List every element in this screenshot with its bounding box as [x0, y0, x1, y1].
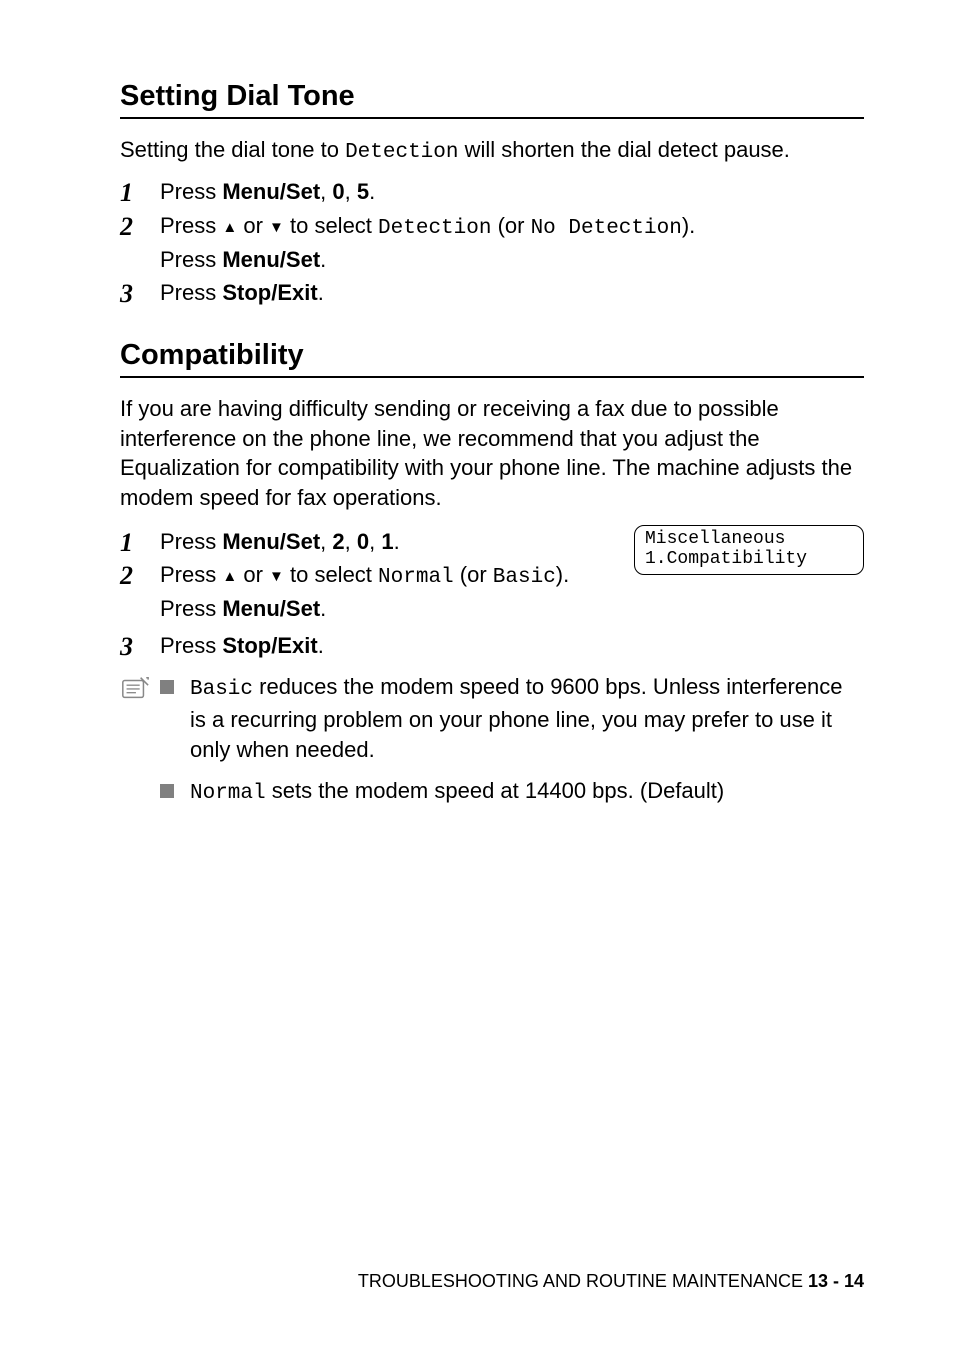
steps-compat-3: 3Press Stop/Exit. [120, 631, 864, 662]
lcd-line1: Miscellaneous [645, 529, 853, 550]
text-run: Press [160, 179, 222, 204]
lcd-display: Miscellaneous 1.Compatibility [634, 525, 864, 575]
intro-dial-tone: Setting the dial tone to Detection will … [120, 135, 864, 167]
intro-s1-mono: Detection [345, 141, 458, 164]
text-run: . [320, 596, 326, 621]
text-run: Menu/Set [222, 247, 320, 272]
heading-compatibility: Compatibility [120, 339, 864, 378]
note-list: Basic reduces the modem speed to 9600 bp… [160, 672, 864, 818]
text-run: to select [284, 562, 378, 587]
text-run: Detection [378, 217, 491, 240]
text-run: ▼ [269, 568, 284, 585]
step-body: Press Menu/Set, 2, 0, 1. [160, 527, 598, 558]
text-run: . [318, 633, 324, 658]
text-run: No Detection [531, 217, 682, 240]
compat-left: 1Press Menu/Set, 2, 0, 1.2Press ▲ or ▼ t… [120, 523, 598, 627]
note-text: Basic reduces the modem speed to 9600 bp… [190, 672, 864, 766]
text-run: , [369, 529, 381, 554]
text-run: . [369, 179, 375, 204]
square-bullet-icon [160, 784, 174, 798]
text-run: sets the modem speed at 14400 bps. (Defa… [266, 778, 725, 803]
text-run: Basic [190, 678, 253, 701]
text-run: Press [160, 213, 222, 238]
step-number: 1 [120, 527, 160, 558]
step-body: Press Stop/Exit. [160, 631, 864, 662]
text-run: Press [160, 247, 222, 272]
step: 3Press Stop/Exit. [120, 631, 864, 662]
text-run: Normal [378, 566, 454, 589]
step-subline: Press Menu/Set. [160, 245, 864, 276]
note-item: Basic reduces the modem speed to 9600 bp… [160, 672, 864, 766]
steps-dial-tone: 1Press Menu/Set, 0, 5.2Press ▲ or ▼ to s… [120, 177, 864, 309]
text-run: (or [491, 213, 530, 238]
text-run: . [320, 247, 326, 272]
step-number: 2 [120, 560, 160, 591]
text-run: (or [454, 562, 493, 587]
intro-s1-pre: Setting the dial tone to [120, 137, 345, 162]
text-run: , [320, 529, 332, 554]
notes-block: Basic reduces the modem speed to 9600 bp… [120, 672, 864, 818]
text-run: Stop/Exit [222, 280, 317, 305]
text-run: Menu/Set [222, 179, 320, 204]
step: 2Press ▲ or ▼ to select Normal (or Basic… [120, 560, 598, 625]
footer-label: TROUBLESHOOTING AND ROUTINE MAINTENANCE [358, 1271, 808, 1291]
text-run: Menu/Set [222, 529, 320, 554]
step-number: 3 [120, 278, 160, 309]
page: Setting Dial Tone Setting the dial tone … [0, 0, 954, 1352]
text-run: 1 [381, 529, 393, 554]
note-text: Normal sets the modem speed at 14400 bps… [190, 776, 724, 808]
footer-page: 13 - 14 [808, 1271, 864, 1291]
step-body: Press Stop/Exit. [160, 278, 864, 309]
text-run: ▲ [222, 568, 237, 585]
text-run: Menu/Set [222, 596, 320, 621]
step: 3Press Stop/Exit. [120, 278, 864, 309]
step-body: Press ▲ or ▼ to select Normal (or Basic)… [160, 560, 598, 625]
step-body: Press Menu/Set, 0, 5. [160, 177, 864, 208]
text-run: Stop/Exit [222, 633, 317, 658]
text-run: Press [160, 529, 222, 554]
intro-compatibility: If you are having difficulty sending or … [120, 394, 864, 513]
text-run: , [345, 179, 357, 204]
text-run: . [318, 280, 324, 305]
text-run: 0 [332, 179, 344, 204]
text-run: ). [682, 213, 695, 238]
step: 2Press ▲ or ▼ to select Detection (or No… [120, 211, 864, 276]
text-run: Press [160, 596, 222, 621]
step-number: 1 [120, 177, 160, 208]
step-subline: Press Menu/Set. [160, 594, 598, 625]
step: 1Press Menu/Set, 0, 5. [120, 177, 864, 208]
text-run: or [237, 562, 269, 587]
note-icon [120, 672, 160, 707]
text-run: Press [160, 280, 222, 305]
text-run: reduces the modem speed to 9600 bps. Unl… [190, 674, 842, 762]
page-footer: TROUBLESHOOTING AND ROUTINE MAINTENANCE … [120, 1271, 864, 1292]
text-run: to select [284, 213, 378, 238]
text-run: Basic [493, 566, 556, 589]
note-item: Normal sets the modem speed at 14400 bps… [160, 776, 864, 808]
step-number: 2 [120, 211, 160, 242]
intro-s1-post: will shorten the dial detect pause. [458, 137, 789, 162]
text-run: Press [160, 633, 222, 658]
text-run: ▼ [269, 219, 284, 236]
step-number: 3 [120, 631, 160, 662]
text-run: . [394, 529, 400, 554]
text-run: , [320, 179, 332, 204]
compat-two-col: 1Press Menu/Set, 2, 0, 1.2Press ▲ or ▼ t… [120, 523, 864, 627]
text-run: ). [556, 562, 569, 587]
step: 1Press Menu/Set, 2, 0, 1. [120, 527, 598, 558]
text-run: ▲ [222, 219, 237, 236]
step-body: Press ▲ or ▼ to select Detection (or No … [160, 211, 864, 276]
text-run: Normal [190, 782, 266, 805]
text-run: 0 [357, 529, 369, 554]
lcd-line2: 1.Compatibility [645, 549, 853, 570]
text-run: Press [160, 562, 222, 587]
text-run: or [237, 213, 269, 238]
square-bullet-icon [160, 680, 174, 694]
text-run: 5 [357, 179, 369, 204]
steps-compat-left: 1Press Menu/Set, 2, 0, 1.2Press ▲ or ▼ t… [120, 527, 598, 625]
text-run: , [345, 529, 357, 554]
text-run: 2 [332, 529, 344, 554]
heading-dial-tone: Setting Dial Tone [120, 80, 864, 119]
